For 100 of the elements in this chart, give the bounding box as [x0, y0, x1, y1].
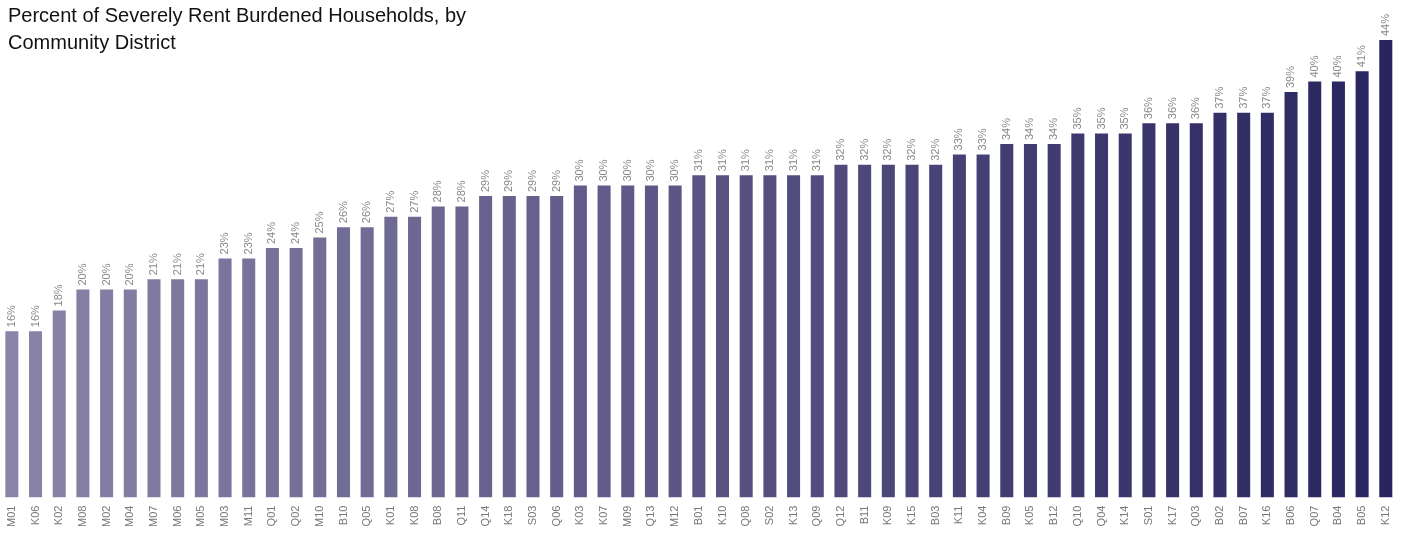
- bar: [1189, 123, 1203, 498]
- bar: [1166, 123, 1180, 498]
- data-label: 33%: [952, 128, 965, 151]
- data-label: 31%: [762, 148, 775, 172]
- x-tick-label: M10: [312, 505, 325, 528]
- data-label: 23%: [241, 232, 254, 255]
- bar: [929, 164, 943, 498]
- x-tick-label: K13: [786, 505, 799, 526]
- data-label: 44%: [1378, 13, 1391, 36]
- data-label: 31%: [810, 148, 823, 172]
- data-label: 32%: [833, 138, 846, 161]
- data-label: 24%: [289, 221, 302, 244]
- x-tick-label: Q13: [644, 505, 657, 527]
- data-label: 24%: [265, 221, 278, 244]
- bar: [952, 154, 966, 498]
- x-tick-label: M11: [241, 505, 254, 527]
- x-tick-label: Q08: [739, 505, 752, 527]
- bar: [526, 196, 540, 498]
- data-label: 28%: [431, 180, 444, 203]
- bar: [1000, 144, 1014, 498]
- data-label: 30%: [573, 159, 586, 182]
- data-label: 27%: [383, 190, 396, 213]
- bar: [692, 175, 706, 498]
- bar: [1095, 133, 1109, 498]
- data-label: 32%: [928, 138, 941, 161]
- bar: [573, 185, 587, 498]
- data-label: 36%: [1141, 96, 1154, 120]
- data-label: 27%: [407, 190, 420, 213]
- data-label: 40%: [1307, 55, 1320, 78]
- bar: [1308, 81, 1322, 498]
- bar: [1331, 81, 1345, 498]
- bar: [834, 164, 848, 498]
- x-tick-label: K11: [952, 505, 965, 525]
- x-tick-label: Q01: [265, 505, 278, 527]
- x-tick-label: B12: [1047, 505, 1060, 526]
- bar: [1260, 112, 1274, 498]
- bar: [171, 279, 185, 498]
- bar: [787, 175, 801, 498]
- bar: [1142, 123, 1156, 498]
- bar: [242, 258, 256, 498]
- bar: [313, 237, 327, 498]
- data-label: 35%: [1118, 107, 1131, 130]
- data-label: 20%: [123, 263, 136, 286]
- chart-title: Percent of Severely Rent Burdened Households, by Community District: [8, 3, 468, 55]
- bar: [1118, 133, 1132, 498]
- x-tick-label: B08: [431, 505, 444, 526]
- x-tick-label: K14: [1118, 505, 1131, 526]
- bar: [1379, 40, 1393, 498]
- bar: [455, 206, 469, 498]
- x-tick-label: K05: [1023, 505, 1036, 526]
- data-label: 31%: [691, 148, 704, 172]
- bar: [1284, 92, 1298, 498]
- data-label: 23%: [218, 232, 231, 255]
- x-tick-label: K03: [573, 505, 586, 526]
- bar: [1355, 71, 1369, 498]
- x-tick-label: K12: [1378, 505, 1391, 526]
- data-label: 28%: [454, 180, 467, 203]
- bar: [265, 248, 279, 498]
- bar: [597, 185, 611, 498]
- x-tick-label: Q14: [478, 505, 491, 527]
- bar: [1213, 112, 1227, 498]
- data-label: 30%: [597, 159, 610, 182]
- bar: [479, 196, 493, 498]
- bar: [810, 175, 824, 498]
- bar: [858, 164, 872, 498]
- x-tick-label: B03: [928, 505, 941, 526]
- data-label: 37%: [1260, 86, 1273, 109]
- bar: [123, 289, 137, 498]
- data-label: 30%: [620, 159, 633, 182]
- bar: [716, 175, 730, 498]
- data-label: 35%: [1094, 107, 1107, 130]
- x-tick-label: S02: [762, 505, 775, 526]
- x-tick-label: K09: [881, 505, 894, 526]
- bar: [336, 227, 350, 498]
- x-tick-label: K17: [1165, 505, 1178, 526]
- data-label: 32%: [905, 138, 918, 161]
- bar: [408, 216, 422, 498]
- bar: [1237, 112, 1251, 498]
- data-label: 32%: [857, 138, 870, 161]
- data-label: 29%: [549, 169, 562, 192]
- bar: [763, 175, 777, 498]
- data-label: 21%: [147, 252, 160, 276]
- x-tick-label: K18: [502, 505, 515, 526]
- x-tick-label: B09: [999, 505, 1012, 526]
- data-label: 40%: [1331, 55, 1344, 78]
- data-label: 37%: [1236, 86, 1249, 109]
- bar: [1047, 144, 1061, 498]
- data-label: 31%: [786, 148, 799, 172]
- x-tick-label: M08: [75, 505, 88, 528]
- data-label: 21%: [170, 252, 183, 276]
- x-tick-label: M05: [194, 505, 207, 528]
- x-tick-label: Q12: [833, 505, 846, 527]
- x-tick-label: K06: [28, 505, 41, 526]
- bar: [1023, 144, 1037, 498]
- x-tick-label: M02: [99, 505, 112, 528]
- data-label: 26%: [336, 200, 349, 224]
- x-tick-label: M12: [668, 505, 681, 528]
- data-label: 37%: [1213, 86, 1226, 109]
- x-tick-label: B01: [691, 505, 704, 526]
- data-label: 36%: [1189, 96, 1202, 120]
